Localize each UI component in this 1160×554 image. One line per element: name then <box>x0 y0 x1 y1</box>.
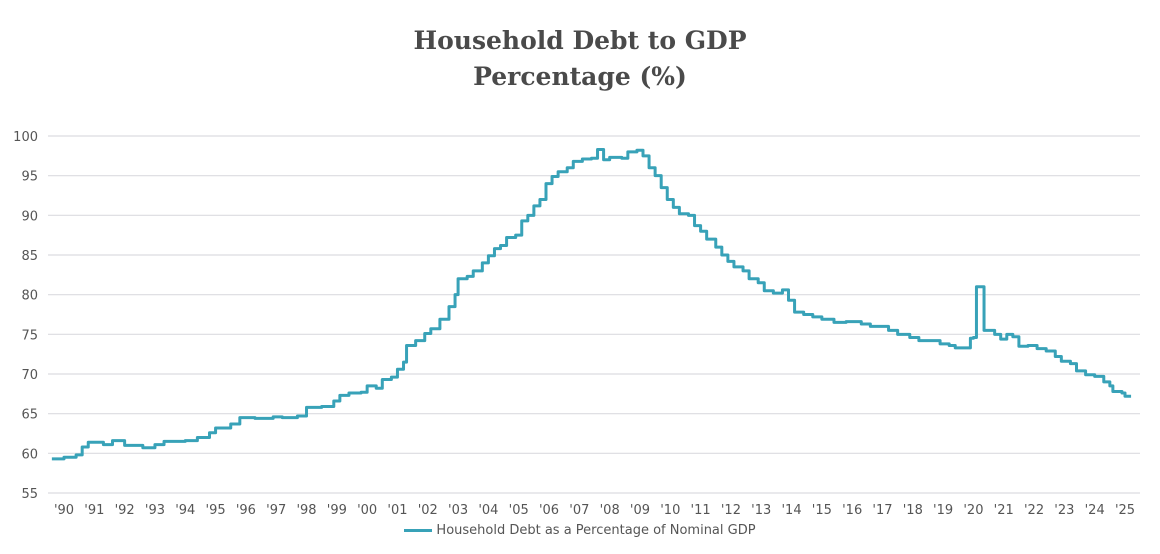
x-tick-label: '98 <box>296 503 316 518</box>
x-tick-label: '10 <box>660 503 680 518</box>
x-tick-label: '09 <box>630 503 650 518</box>
y-tick-label: 55 <box>21 487 38 502</box>
x-tick-label: '25 <box>1115 503 1135 518</box>
y-tick-label: 70 <box>21 368 38 383</box>
x-tick-label: '01 <box>387 503 407 518</box>
x-tick-label: '17 <box>872 503 892 518</box>
x-tick-label: '19 <box>933 503 953 518</box>
y-tick-label: 90 <box>21 209 38 224</box>
x-tick-label: '24 <box>1085 503 1105 518</box>
y-tick-label: 85 <box>21 249 38 264</box>
x-tick-label: '18 <box>903 503 923 518</box>
y-tick-label: 100 <box>13 130 38 145</box>
x-tick-label: '97 <box>266 503 286 518</box>
y-tick-label: 95 <box>21 170 38 185</box>
x-tick-label: '91 <box>84 503 104 518</box>
legend-swatch <box>404 529 433 532</box>
legend: Household Debt as a Percentage of Nomina… <box>0 523 1160 538</box>
x-tick-label: '22 <box>1024 503 1044 518</box>
x-tick-label: '12 <box>721 503 741 518</box>
y-tick-label: 80 <box>21 289 38 304</box>
y-tick-label: 60 <box>21 447 38 462</box>
x-tick-label: '20 <box>963 503 983 518</box>
chart-subtitle: Percentage (%) <box>473 62 687 91</box>
y-tick-label: 75 <box>21 328 38 343</box>
x-tick-label: '06 <box>539 503 559 518</box>
x-tick-label: '90 <box>54 503 74 518</box>
chart-title: Household Debt to GDP <box>413 26 747 55</box>
x-tick-label: '95 <box>206 503 226 518</box>
x-tick-label: '92 <box>115 503 135 518</box>
x-tick-label: '05 <box>509 503 529 518</box>
x-tick-label: '11 <box>691 503 711 518</box>
x-tick-label: '08 <box>600 503 620 518</box>
x-tick-label: '02 <box>418 503 438 518</box>
x-tick-label: '96 <box>236 503 256 518</box>
y-tick-label: 65 <box>21 408 38 423</box>
x-tick-label: '13 <box>751 503 771 518</box>
x-tick-label: '16 <box>842 503 862 518</box>
x-tick-label: '14 <box>781 503 801 518</box>
x-tick-label: '99 <box>327 503 347 518</box>
x-tick-label: '00 <box>357 503 377 518</box>
x-tick-label: '04 <box>478 503 498 518</box>
x-tick-label: '23 <box>1054 503 1074 518</box>
x-tick-label: '21 <box>994 503 1014 518</box>
x-tick-label: '07 <box>569 503 589 518</box>
series-line <box>51 147 1132 461</box>
legend-label: Household Debt as a Percentage of Nomina… <box>436 523 756 538</box>
x-tick-label: '03 <box>448 503 468 518</box>
x-tick-label: '93 <box>145 503 165 518</box>
x-tick-label: '94 <box>175 503 195 518</box>
x-tick-label: '15 <box>812 503 832 518</box>
